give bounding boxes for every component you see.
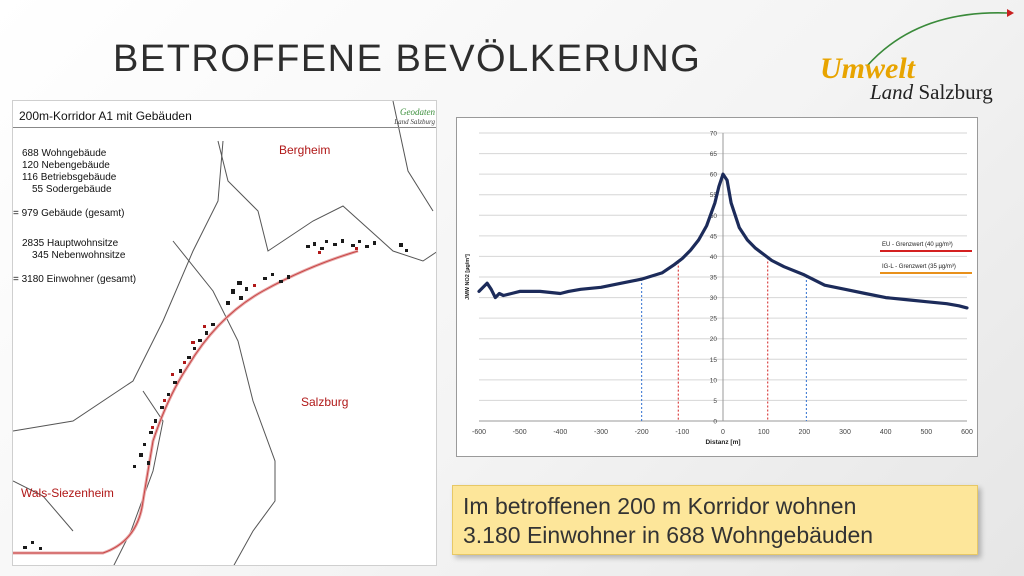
stat-gebaeude-gesamt: = 979 Gebäude (gesamt) bbox=[13, 208, 125, 219]
y-tick-label: 15 bbox=[710, 357, 718, 364]
logo-arc-icon bbox=[866, 9, 1014, 67]
geodaten-logo: Geodaten Land Salzburg bbox=[373, 107, 435, 127]
logo-land: Land bbox=[870, 80, 919, 104]
map-title-rule bbox=[13, 127, 436, 128]
stat-betriebsgebaeude: 116 Betriebsgebäude bbox=[22, 172, 117, 183]
x-tick-label: -500 bbox=[513, 429, 527, 436]
y-tick-label: 45 bbox=[710, 233, 718, 240]
logo-salzburg: Salzburg bbox=[918, 80, 993, 104]
y-axis-title: JMW NO2 [µg/m³] bbox=[464, 254, 471, 300]
map-drawing bbox=[13, 101, 436, 565]
x-tick-label: -100 bbox=[675, 429, 689, 436]
no2-chart: 0 5 10 15 20 25 30 35 40 45 50 55 60 65 70 -600 -500 -400… bbox=[456, 117, 978, 457]
place-bergheim: Bergheim bbox=[279, 143, 331, 157]
callout-line-2: 3.180 Einwohner in 688 Wohngebäuden bbox=[463, 522, 874, 548]
y-tick-label: 25 bbox=[710, 316, 718, 323]
x-tick-label: 0 bbox=[721, 429, 725, 436]
stat-sodergebaeude: 55 Sodergebäude bbox=[32, 184, 112, 195]
no2-chart-svg: 0 5 10 15 20 25 30 35 40 45 50 55 60 65 70 -600 -500 -400… bbox=[464, 131, 973, 447]
geodaten-logo-line1: Geodaten bbox=[400, 107, 435, 117]
y-tick-label: 65 bbox=[710, 151, 718, 158]
x-tick-label: 600 bbox=[961, 429, 973, 436]
y-tick-label: 50 bbox=[710, 213, 718, 220]
y-tick-label: 40 bbox=[710, 254, 718, 261]
y-tick-label: 5 bbox=[713, 398, 717, 405]
y-tick-label: 20 bbox=[710, 336, 718, 343]
y-tick-label: 55 bbox=[710, 192, 718, 199]
no2-series-line bbox=[477, 172, 969, 310]
stat-hauptwohnsitze: 2835 Hauptwohnsitze bbox=[22, 238, 119, 249]
x-axis-title: Distanz [m] bbox=[705, 439, 740, 446]
logo-land-salzburg: Land Salzburg bbox=[870, 80, 993, 105]
x-tick-label: -600 bbox=[472, 429, 486, 436]
stat-nebengebaeude: 120 Nebengebäude bbox=[22, 160, 110, 171]
corridor-map: 200m-Korridor A1 mit Gebäuden Geodaten L… bbox=[12, 100, 437, 566]
x-tick-label: -400 bbox=[553, 429, 567, 436]
x-tick-label: 300 bbox=[839, 429, 851, 436]
place-wals-siezenheim: Wals-Siezenheim bbox=[21, 486, 114, 500]
geodaten-logo-line2: Land Salzburg bbox=[394, 118, 435, 126]
y-tick-label: 60 bbox=[710, 172, 718, 179]
logo-umwelt: Umwelt bbox=[820, 52, 915, 85]
y-tick-label: 70 bbox=[710, 131, 718, 138]
x-tick-label: -300 bbox=[594, 429, 608, 436]
y-tick-label: 30 bbox=[710, 295, 718, 302]
callout-line-1: Im betroffenen 200 m Korridor wohnen bbox=[463, 493, 857, 519]
x-tick-label: 200 bbox=[798, 429, 810, 436]
place-salzburg: Salzburg bbox=[301, 395, 349, 409]
umwelt-logo: Umwelt Land Salzburg bbox=[812, 8, 1022, 104]
legend-label: EU - Grenzwert (40 µg/m³) bbox=[882, 242, 953, 248]
x-tick-label: 500 bbox=[920, 429, 932, 436]
y-tick-label: 35 bbox=[710, 275, 718, 282]
stat-einwohner-gesamt: = 3180 Einwohner (gesamt) bbox=[13, 274, 137, 285]
y-tick-label: 10 bbox=[710, 377, 718, 384]
map-title: 200m-Korridor A1 mit Gebäuden bbox=[19, 109, 192, 123]
stat-nebenwohnsitze: 345 Nebenwohnsitze bbox=[32, 250, 126, 261]
y-tick-label: 0 bbox=[713, 419, 717, 426]
x-tick-label: 100 bbox=[758, 429, 770, 436]
x-tick-label: -200 bbox=[635, 429, 649, 436]
legend-label: IG-L - Grenzwert (35 µg/m³) bbox=[882, 264, 956, 270]
x-tick-label: 400 bbox=[880, 429, 892, 436]
stat-wohngebaeude: 688 Wohngebäude bbox=[22, 148, 107, 159]
slide-title: BETROFFENE BEVÖLKERUNG bbox=[113, 38, 702, 80]
summary-callout: Im betroffenen 200 m Korridor wohnen 3.1… bbox=[452, 485, 978, 555]
